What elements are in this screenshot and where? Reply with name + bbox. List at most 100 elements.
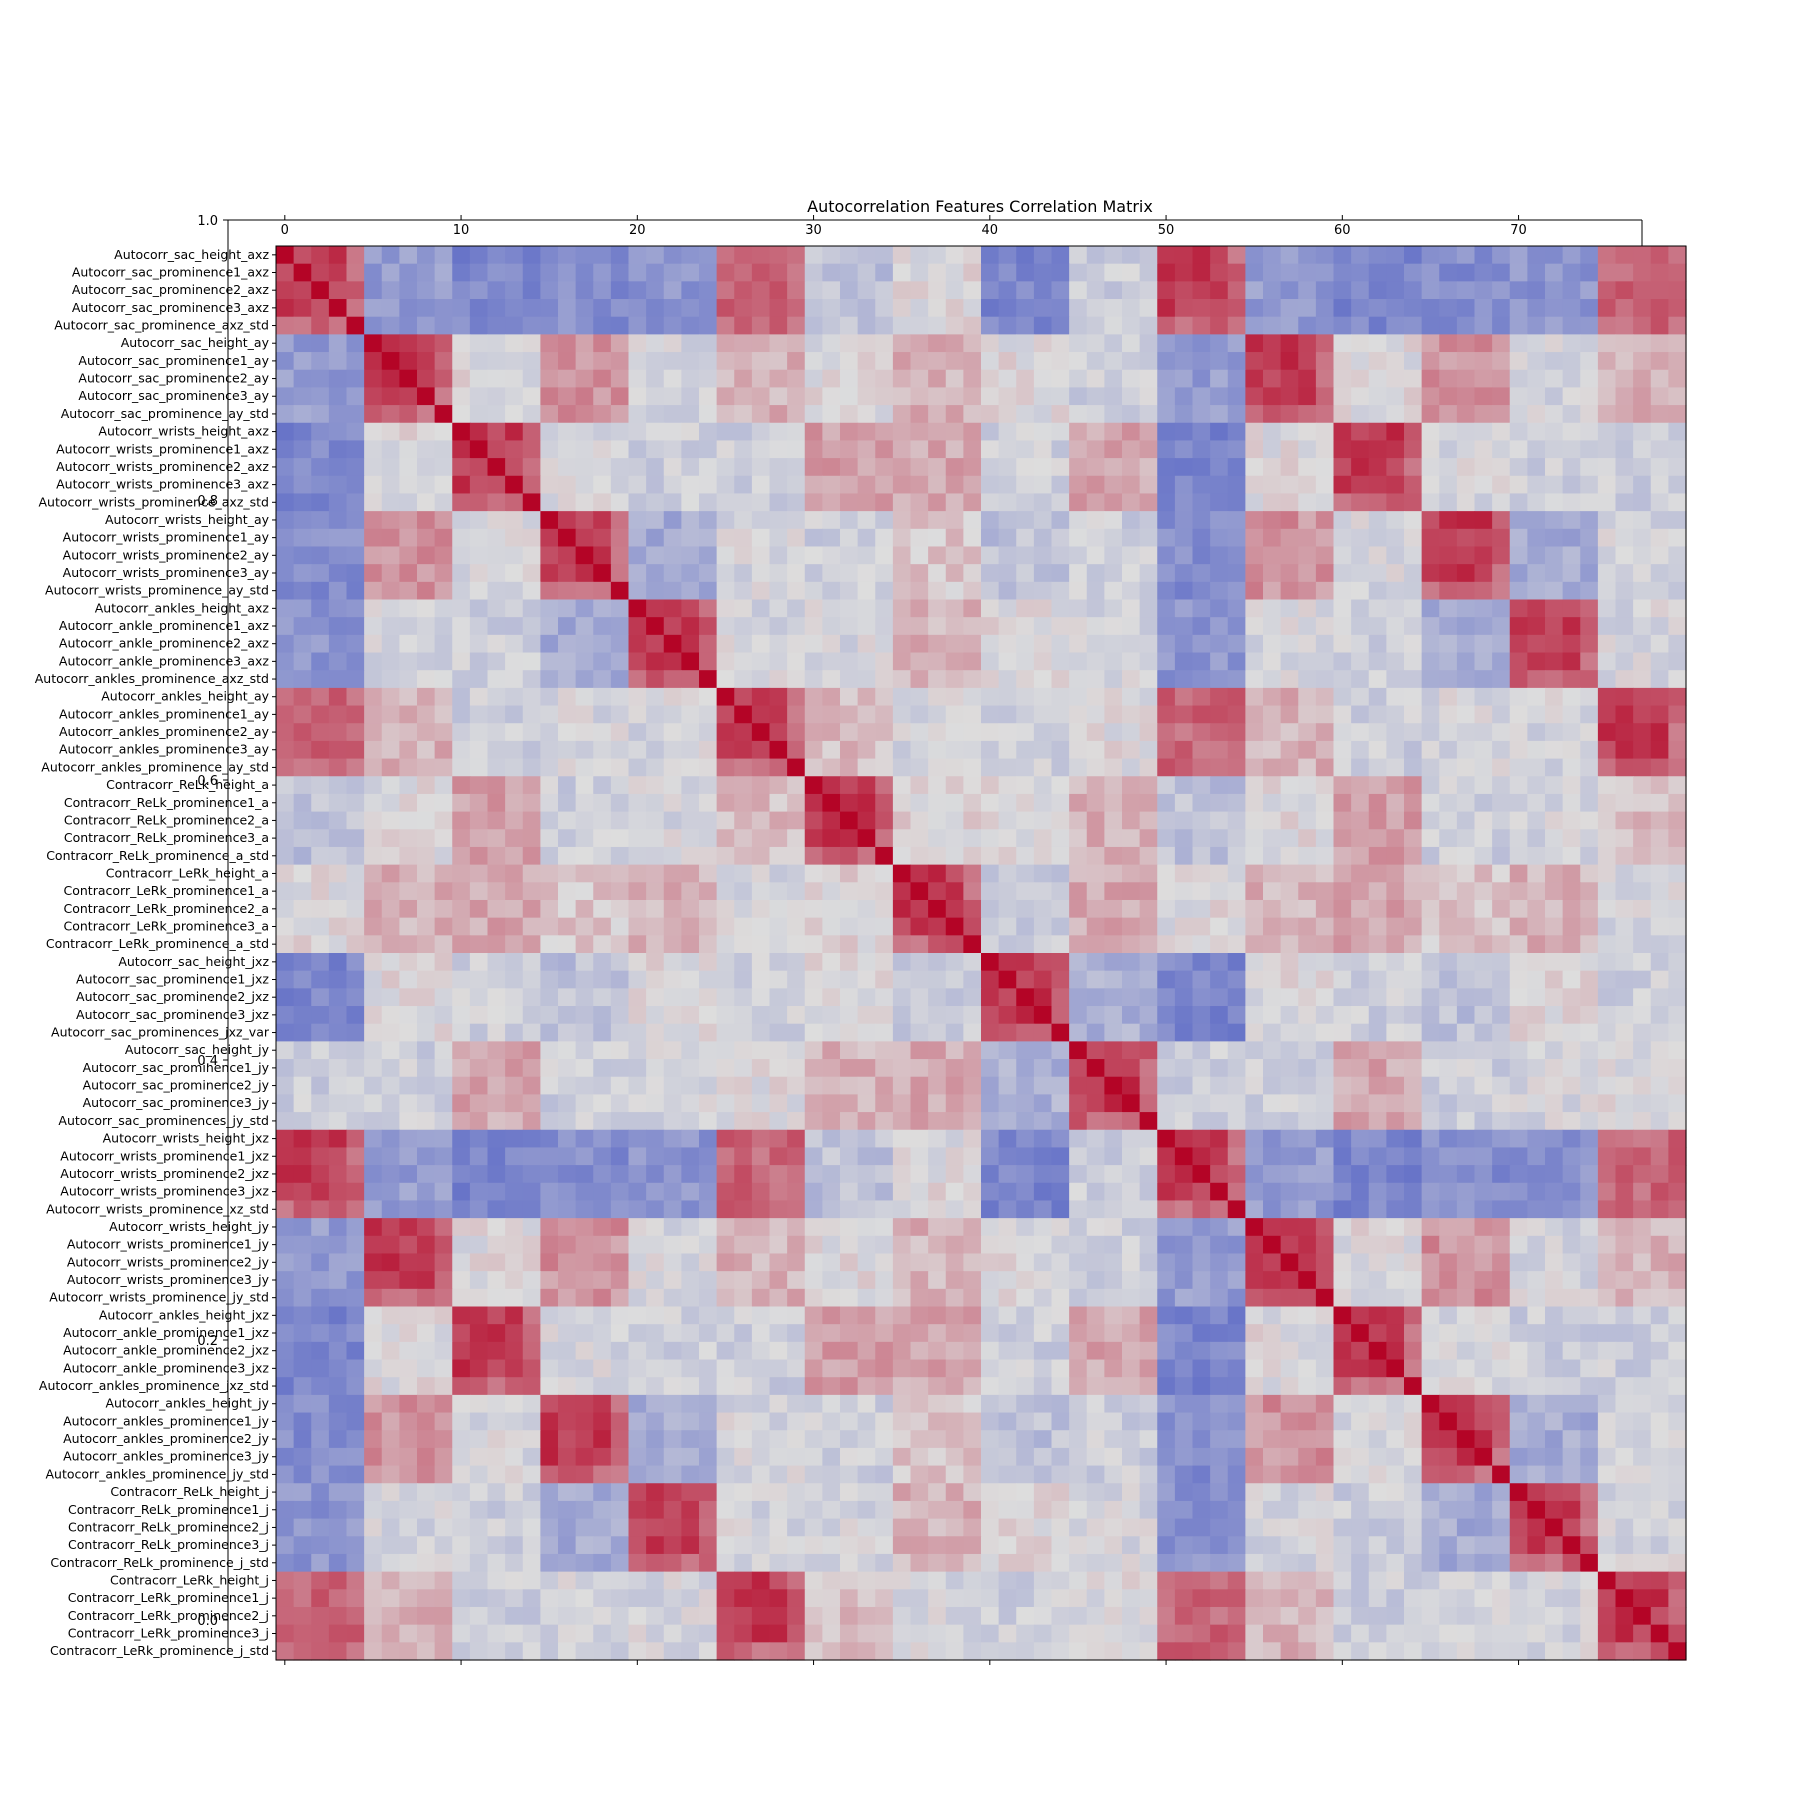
heatmap-cell: [928, 740, 947, 760]
heatmap-cell: [1421, 935, 1440, 954]
heatmap-cell: [610, 458, 630, 477]
heatmap-cell: [998, 581, 1017, 601]
heatmap-cell: [857, 581, 876, 601]
heatmap-cell: [787, 935, 806, 954]
heatmap-cell: [681, 263, 700, 282]
heatmap-cell: [822, 387, 841, 406]
heatmap-cell: [787, 988, 806, 1007]
heatmap-cell: [1245, 511, 1264, 530]
heatmap-cell: [452, 475, 471, 495]
heatmap-cell: [1315, 458, 1335, 477]
heatmap-cell: [628, 935, 647, 954]
heatmap-cell: [1404, 652, 1423, 671]
heatmap-cell: [769, 1006, 788, 1025]
heatmap-cell: [1139, 670, 1158, 689]
heatmap-cell: [1174, 334, 1194, 353]
heatmap-cell: [1492, 511, 1511, 530]
heatmap-cell: [787, 475, 806, 495]
heatmap-cell: [716, 776, 735, 795]
heatmap-cell: [840, 917, 859, 936]
heatmap-cell: [1280, 299, 1299, 318]
heatmap-cell: [1245, 599, 1264, 618]
heatmap-cell: [875, 1165, 894, 1184]
heatmap-cell: [1174, 829, 1194, 848]
heatmap-cell: [875, 1182, 894, 1202]
heatmap-cell: [1245, 917, 1264, 936]
heatmap-cell: [1157, 1200, 1176, 1219]
heatmap-cell: [1456, 829, 1476, 848]
heatmap-cell: [1492, 1218, 1511, 1237]
heatmap-cell: [452, 1306, 471, 1325]
heatmap-cell: [540, 953, 559, 972]
heatmap-cell: [1192, 1165, 1211, 1184]
heatmap-cell: [928, 1200, 947, 1219]
heatmap-cell: [699, 953, 718, 972]
heatmap-cell: [840, 528, 859, 548]
heatmap-cell: [681, 1059, 700, 1078]
heatmap-cell: [716, 670, 735, 689]
heatmap-cell: [998, 1324, 1017, 1343]
heatmap-cell: [1421, 440, 1440, 459]
heatmap-cell: [381, 1112, 400, 1131]
heatmap-cell: [1139, 440, 1158, 459]
heatmap-cell: [1509, 1023, 1528, 1042]
heatmap-cell: [1315, 740, 1335, 760]
heatmap-cell: [1245, 1094, 1264, 1113]
heatmap-cell: [399, 1218, 418, 1237]
heatmap-cell: [734, 316, 753, 335]
heatmap-cell: [1033, 458, 1053, 477]
heatmap-cell: [1368, 1094, 1387, 1113]
heatmap-cell: [928, 1235, 947, 1255]
heatmap-cell: [646, 1182, 665, 1202]
heatmap-cell: [505, 723, 524, 742]
heatmap-cell: [928, 1129, 947, 1149]
heatmap-cell: [593, 899, 612, 919]
heatmap-cell: [1404, 899, 1423, 919]
heatmap-cell: [1280, 334, 1299, 353]
heatmap-cell: [769, 882, 788, 901]
heatmap-cell: [1580, 652, 1599, 671]
heatmap-cell: [734, 405, 753, 424]
heatmap-cell: [1368, 1112, 1387, 1131]
heatmap-cell: [1368, 740, 1387, 760]
heatmap-cell: [892, 316, 912, 335]
heatmap-cell: [1192, 953, 1211, 972]
heatmap-cell: [1650, 475, 1669, 495]
heatmap-cell: [1650, 1235, 1669, 1255]
heatmap-cell: [522, 1112, 541, 1131]
heatmap-cell: [610, 723, 630, 742]
heatmap-cell: [505, 1306, 524, 1325]
heatmap-cell: [575, 299, 594, 318]
heatmap-cell: [1033, 1218, 1053, 1237]
heatmap-cell: [1668, 1023, 1687, 1042]
heatmap-cell: [1315, 1006, 1335, 1025]
heatmap-cell: [364, 528, 383, 548]
heatmap-cell: [857, 334, 876, 353]
heatmap-cell: [540, 846, 559, 866]
heatmap-cell: [734, 1306, 753, 1325]
heatmap-cell: [434, 369, 453, 389]
heatmap-cell: [328, 1006, 348, 1025]
heatmap-cell: [1104, 634, 1123, 654]
heatmap-cell: [1668, 352, 1687, 371]
heatmap-cell: [1086, 846, 1105, 866]
heatmap-cell: [434, 1182, 453, 1202]
heatmap-cell: [981, 1165, 1000, 1184]
heatmap-cell: [1315, 352, 1335, 371]
heatmap-cell: [417, 864, 436, 883]
heatmap-cell: [1016, 1112, 1035, 1131]
heatmap-cell: [1227, 511, 1246, 530]
heatmap-cell: [910, 1041, 929, 1060]
heatmap-cell: [699, 1041, 718, 1060]
heatmap-cell: [751, 1306, 771, 1325]
heatmap-cell: [804, 776, 823, 795]
heatmap-cell: [1298, 776, 1317, 795]
heatmap-cell: [469, 387, 489, 406]
heatmap-cell: [1456, 511, 1476, 530]
heatmap-cell: [1456, 634, 1476, 654]
heatmap-cell: [1174, 369, 1194, 389]
heatmap-cell: [875, 511, 894, 530]
heatmap-cell: [787, 440, 806, 459]
heatmap-cell: [663, 829, 682, 848]
